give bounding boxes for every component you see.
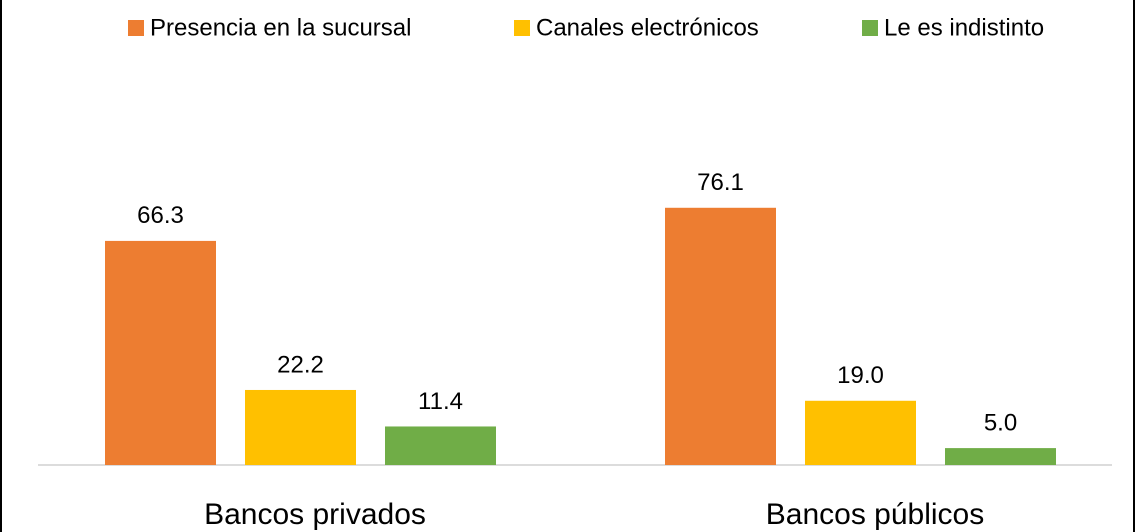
bar bbox=[245, 389, 356, 465]
legend-swatch bbox=[862, 20, 878, 36]
legend-text: Canales electrónicos bbox=[536, 14, 759, 41]
bar bbox=[105, 240, 216, 465]
bar bbox=[665, 207, 776, 466]
value-label: 19.0 bbox=[837, 362, 884, 389]
value-label: 22.2 bbox=[277, 351, 324, 378]
x-tick-label: Bancos privados bbox=[204, 498, 426, 531]
bar bbox=[385, 426, 496, 465]
legend-text: Le es indistinto bbox=[884, 14, 1044, 41]
value-label: 11.4 bbox=[418, 388, 463, 415]
bar bbox=[945, 448, 1056, 465]
value-label: 66.3 bbox=[137, 202, 184, 229]
x-tick-label: Bancos públicos bbox=[766, 498, 984, 531]
value-label: 76.1 bbox=[697, 169, 744, 196]
value-label: 5.0 bbox=[984, 409, 1017, 436]
legend-text: Presencia en la sucursal bbox=[150, 14, 411, 41]
bar bbox=[805, 400, 916, 465]
legend-swatch bbox=[514, 20, 530, 36]
legend-swatch bbox=[128, 20, 144, 36]
